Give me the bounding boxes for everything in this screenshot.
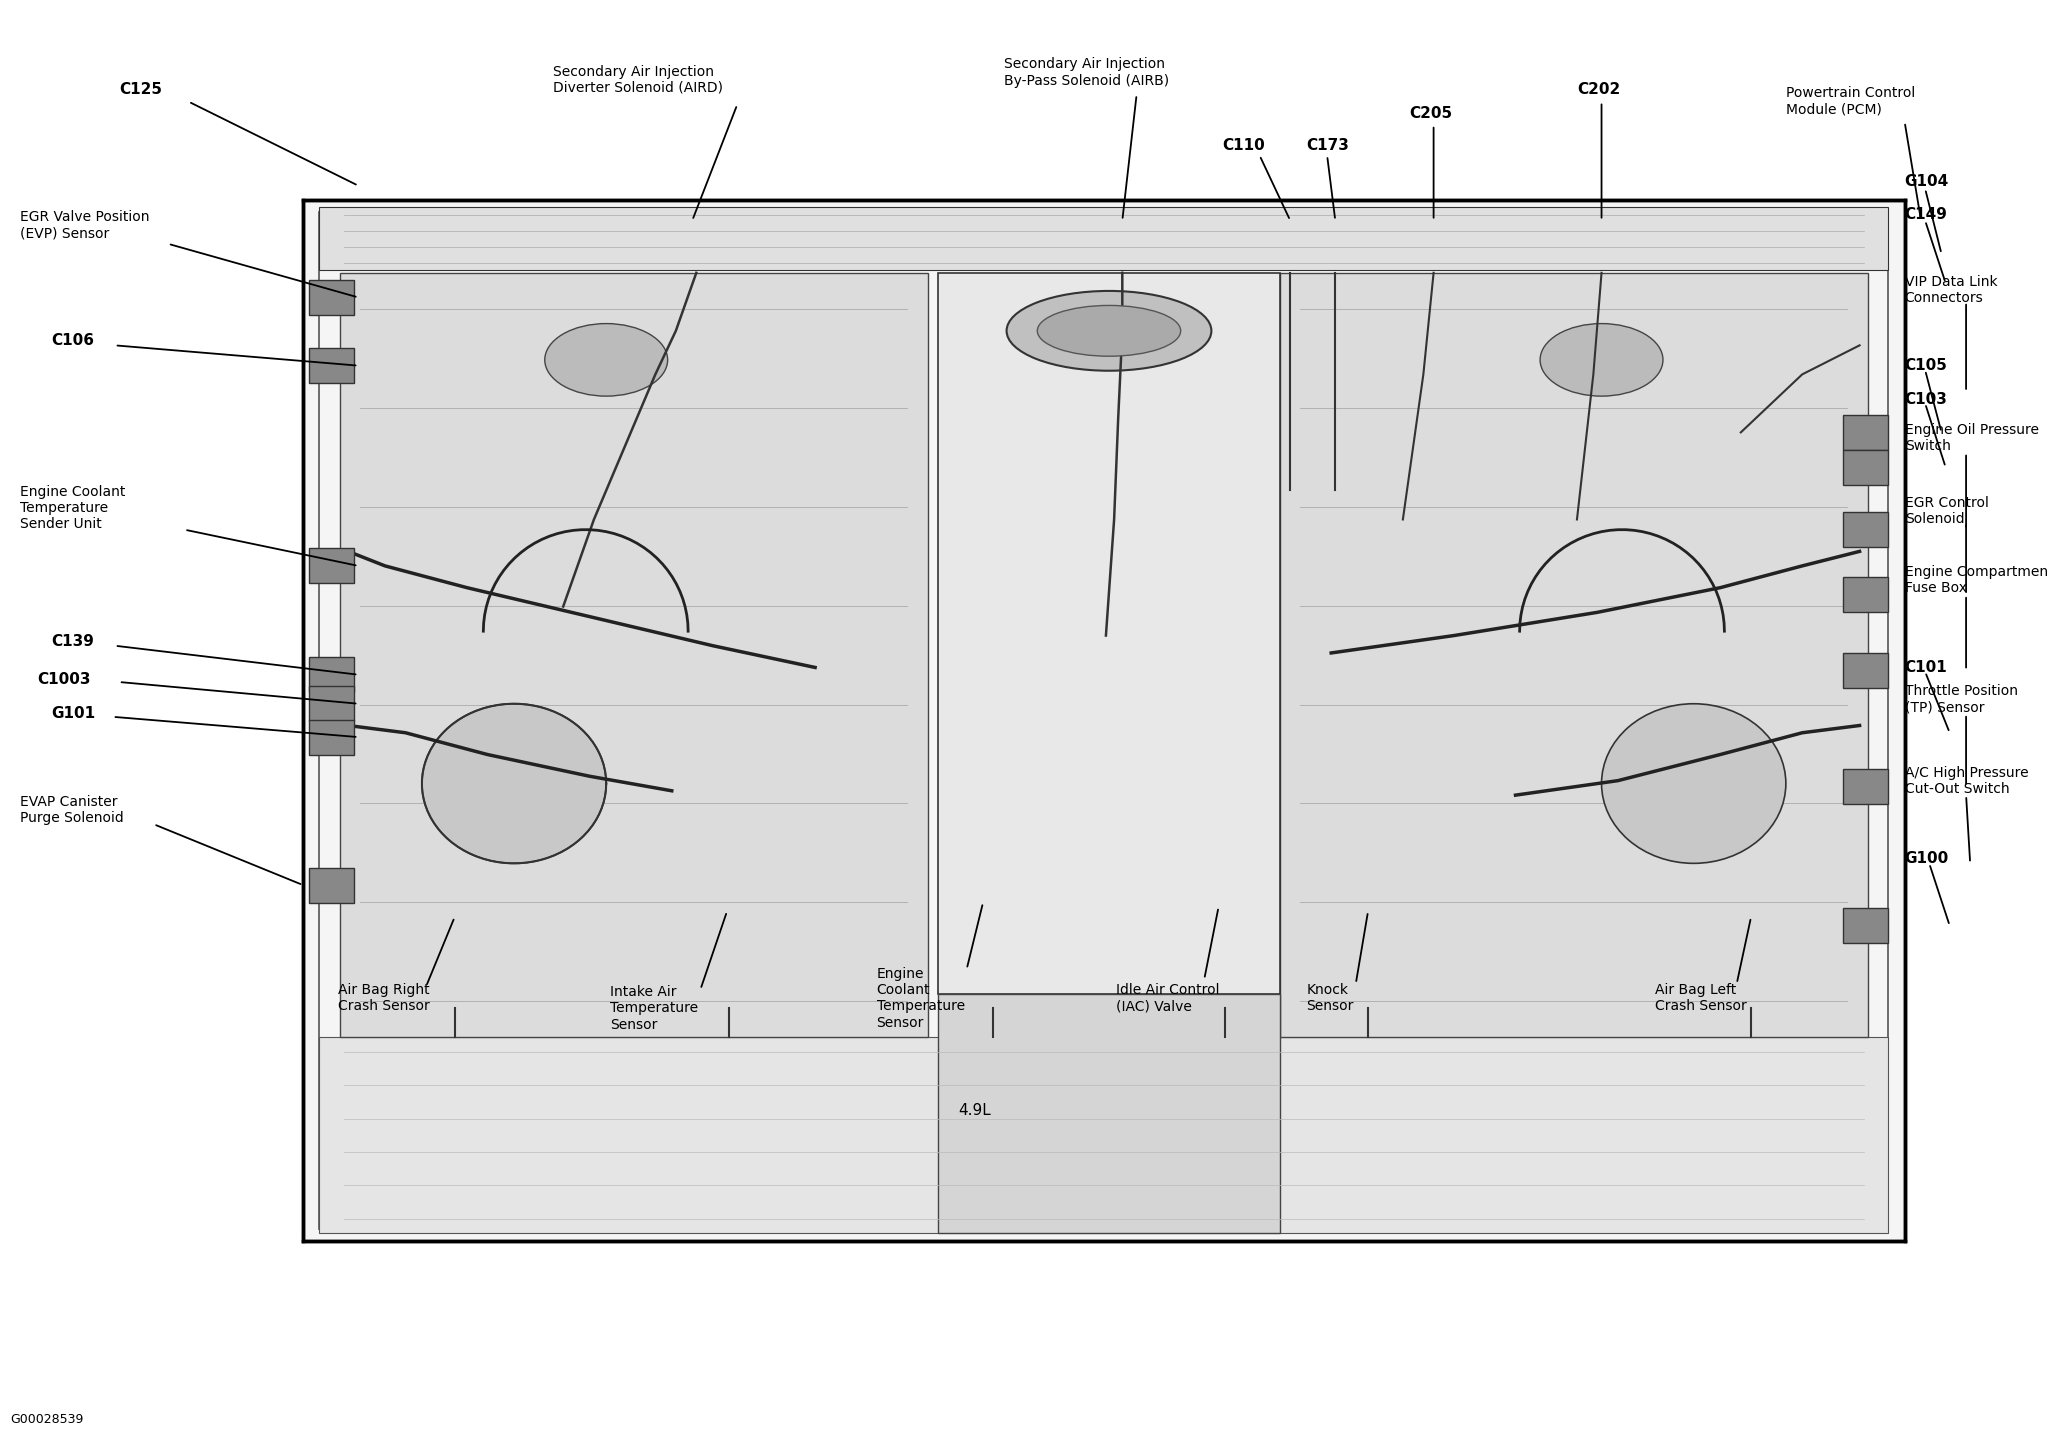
Bar (309, 348, 354, 383)
Text: G100: G100 (1905, 852, 1950, 866)
Ellipse shape (422, 704, 606, 863)
Text: C110: C110 (1223, 138, 1266, 152)
Ellipse shape (545, 324, 668, 396)
Text: Air Bag Left
Crash Sensor: Air Bag Left Crash Sensor (1655, 984, 1747, 1013)
Text: G00028539: G00028539 (10, 1413, 84, 1425)
Text: Engine Oil Pressure
Switch: Engine Oil Pressure Switch (1905, 424, 2038, 453)
Ellipse shape (1540, 324, 1663, 396)
Text: Engine Compartment
Fuse Box: Engine Compartment Fuse Box (1905, 566, 2048, 595)
Text: Powertrain Control
Module (PCM): Powertrain Control Module (PCM) (1786, 87, 1915, 116)
Bar (309, 657, 354, 692)
Text: C173: C173 (1307, 138, 1350, 152)
Text: C101: C101 (1905, 660, 1948, 675)
Text: C103: C103 (1905, 392, 1948, 406)
Bar (309, 868, 354, 903)
Text: Intake Air
Temperature
Sensor: Intake Air Temperature Sensor (610, 985, 698, 1032)
Text: 4.9L: 4.9L (958, 1103, 991, 1117)
Text: C139: C139 (51, 634, 94, 649)
Bar (1280, 273, 1868, 1037)
Text: VIP Data Link
Connectors: VIP Data Link Connectors (1905, 276, 1997, 305)
Text: C202: C202 (1577, 83, 1620, 97)
Text: C105: C105 (1905, 358, 1948, 373)
Text: Secondary Air Injection
Diverter Solenoid (AIRD): Secondary Air Injection Diverter Solenoi… (553, 65, 723, 94)
Bar (340, 273, 928, 1037)
Text: G104: G104 (1905, 174, 1950, 189)
Text: Engine Coolant
Temperature
Sender Unit: Engine Coolant Temperature Sender Unit (20, 485, 125, 531)
Text: C106: C106 (51, 334, 94, 348)
Bar (938, 994, 1280, 1233)
Bar (309, 280, 354, 315)
Text: C149: C149 (1905, 207, 1948, 222)
Bar (1843, 769, 1888, 804)
Text: C125: C125 (119, 83, 162, 97)
Bar (1843, 577, 1888, 612)
Text: Engine
Coolant
Temperature
Sensor: Engine Coolant Temperature Sensor (877, 966, 965, 1030)
Bar (1843, 450, 1888, 485)
Bar (1843, 653, 1888, 688)
Ellipse shape (1008, 292, 1212, 371)
Text: Air Bag Right
Crash Sensor: Air Bag Right Crash Sensor (338, 984, 430, 1013)
Bar (309, 548, 354, 583)
FancyBboxPatch shape (303, 200, 1905, 1241)
Text: G101: G101 (51, 707, 96, 721)
Text: Knock
Sensor: Knock Sensor (1307, 984, 1354, 1013)
Text: EVAP Canister
Purge Solenoid: EVAP Canister Purge Solenoid (20, 795, 125, 824)
Text: EGR Control
Solenoid: EGR Control Solenoid (1905, 496, 1989, 525)
Text: C1003: C1003 (37, 672, 90, 686)
Bar (309, 720, 354, 755)
Ellipse shape (1036, 306, 1180, 357)
Text: C205: C205 (1409, 106, 1452, 120)
Text: Idle Air Control
(IAC) Valve: Idle Air Control (IAC) Valve (1116, 984, 1221, 1013)
Bar (319, 1037, 1888, 1233)
Text: Throttle Position
(TP) Sensor: Throttle Position (TP) Sensor (1905, 685, 2017, 714)
Text: EGR Valve Position
(EVP) Sensor: EGR Valve Position (EVP) Sensor (20, 210, 150, 239)
Bar (319, 207, 1888, 270)
Bar (938, 273, 1280, 994)
Bar (1843, 512, 1888, 547)
Bar (1843, 415, 1888, 450)
Ellipse shape (1602, 704, 1786, 863)
Bar (1843, 908, 1888, 943)
Bar (309, 686, 354, 721)
Text: A/C High Pressure
Cut-Out Switch: A/C High Pressure Cut-Out Switch (1905, 766, 2028, 795)
Text: Secondary Air Injection
By-Pass Solenoid (AIRB): Secondary Air Injection By-Pass Solenoid… (1004, 58, 1169, 87)
